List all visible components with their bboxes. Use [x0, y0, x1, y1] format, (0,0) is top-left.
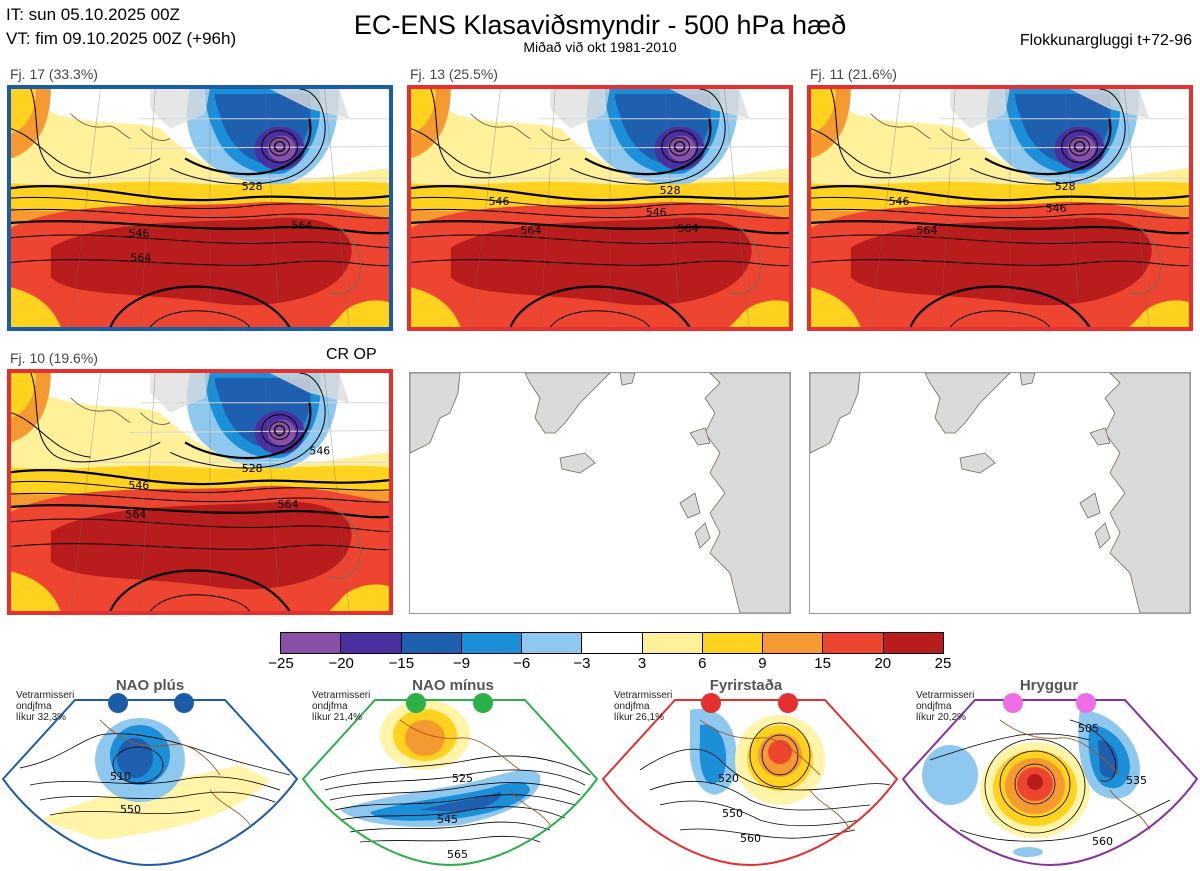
cluster-label-2: Fj. 13 (25.5%): [410, 66, 498, 82]
page-title: EC-ENS Klasaviðsmyndir - 500 hPa hæð: [353, 10, 847, 40]
colorbar-tick-label: −15: [388, 655, 415, 672]
contour-label: 510: [110, 770, 131, 783]
colorbar-tick-label: 20: [874, 655, 892, 672]
contour-label: 520: [718, 772, 739, 785]
contour-label: 546: [128, 479, 149, 492]
empty-map-1: [409, 372, 791, 614]
regime-note-nao-plus: Vetrarmisseri ondjfma líkur 32,3%: [16, 690, 75, 723]
contour-label: 546: [309, 444, 330, 457]
colorbar-tick-label: −20: [328, 655, 354, 672]
colorbar-tick-label: −3: [573, 655, 591, 672]
cluster-map-3: 546 546 564 528: [807, 85, 1193, 331]
cluster-map-2: 546 546 564 528 564: [407, 85, 793, 331]
contour-label: 550: [722, 807, 743, 820]
regime-marker-icon: [108, 693, 128, 713]
regime-maps: 510 550 525 545 565: [1, 699, 1199, 867]
colorbar-tick-label: 3: [637, 655, 647, 672]
valid-time: VT: fim 09.10.2025 00Z (+96h): [6, 29, 237, 48]
contour-label: 564: [292, 219, 313, 232]
contour-label: 546: [128, 227, 149, 240]
colorbar-tick-label: 6: [698, 655, 707, 672]
anomaly-colorbar: [280, 632, 944, 654]
regime-marker-icon: [174, 693, 194, 713]
regime-marker-icon: [701, 693, 721, 713]
colorbar-tick-label: −9: [452, 655, 471, 672]
colorbar-segment: [581, 633, 642, 653]
colorbar-segment: [400, 633, 461, 653]
colorbar-segment: [340, 633, 401, 653]
regime-note-ridge: Vetrarmisseri ondjfma líkur 20,2%: [916, 690, 975, 723]
regime-note-nao-minus: Vetrarmisseri ondjfma líkur 21,4%: [312, 690, 371, 723]
colorbar-tick-label: 25: [934, 655, 952, 672]
contour-label: 546: [1046, 202, 1067, 215]
contour-label: 565: [447, 848, 468, 861]
regime-note-blocking: Vetrarmisseri ondjfma líkur 26,1%: [614, 690, 673, 723]
contour-label: 564: [125, 508, 146, 521]
regime-title-nao-minus: NAO mínus: [412, 677, 494, 694]
contour-label: 564: [130, 252, 151, 265]
contour-label: 546: [646, 206, 667, 219]
classification-window: Flokkunargluggi t+72-96: [1019, 32, 1192, 49]
colorbar-tick-label: −25: [268, 655, 294, 672]
contour-label: 560: [740, 832, 761, 845]
contour-label: 564: [916, 224, 937, 237]
contour-label: 528: [242, 462, 263, 475]
regime-map-ridge: 505 535 560: [901, 699, 1199, 867]
contour-label: 564: [520, 224, 541, 237]
colorbar-tick-label: −6: [513, 655, 531, 672]
regime-marker-icon: [1076, 693, 1096, 713]
colorbar-tick-label: 15: [814, 655, 831, 672]
colorbar-segment: [521, 633, 582, 653]
empty-map-2: [809, 372, 1191, 614]
regime-title-ridge: Hryggur: [1019, 677, 1079, 694]
regime-title-nao-plus: NAO plús: [115, 677, 185, 694]
regime-map-nao-minus: 525 545 565: [301, 699, 599, 867]
regime-marker-icon: [1003, 693, 1023, 713]
regime-marker-icon: [406, 693, 426, 713]
contour-label: 545: [437, 813, 458, 826]
regime-map-blocking: 520 550 560: [601, 699, 899, 867]
contour-label: 528: [660, 184, 681, 197]
colorbar-segment: [281, 633, 341, 653]
cluster-map-4: 546 564 528 564 546: [7, 369, 393, 615]
colorbar-segment: [762, 633, 823, 653]
cluster-label-3: Fj. 11 (21.6%): [810, 66, 897, 82]
cluster-label-1: Fj. 17 (33.3%): [10, 66, 98, 82]
contour-label: 546: [889, 195, 910, 208]
colorbar-segment: [822, 633, 883, 653]
contour-label: 550: [120, 803, 141, 816]
cluster-label-4: Fj. 10 (19.6%): [10, 350, 98, 366]
initial-time: IT: sun 05.10.2025 00Z: [6, 5, 180, 24]
regime-map-nao-plus: 510 550: [1, 699, 299, 867]
contour-label: 528: [1055, 180, 1076, 193]
colorbar-segment: [460, 633, 522, 653]
regime-title-blocking: Fyrirstaða: [709, 677, 783, 694]
colorbar-segment: [882, 633, 943, 653]
colorbar-segment: [641, 633, 702, 653]
contour-label: 564: [278, 498, 299, 511]
colorbar-segment: [701, 633, 763, 653]
control-operational-tag: CR OP: [326, 346, 377, 363]
cluster-map-1: 546 564 528 564: [7, 85, 393, 331]
page-subtitle: Miðað við okt 1981-2010: [523, 39, 677, 55]
regime-marker-icon: [778, 693, 798, 713]
contour-label: 546: [489, 195, 510, 208]
contour-label: 564: [678, 222, 699, 235]
contour-label: 505: [1078, 722, 1099, 735]
contour-label: 525: [452, 772, 473, 785]
colorbar-tick-label: 9: [758, 655, 767, 672]
contour-label: 535: [1126, 774, 1147, 787]
regime-marker-icon: [473, 693, 493, 713]
contour-label: 528: [242, 180, 263, 193]
contour-label: 560: [1092, 835, 1113, 848]
